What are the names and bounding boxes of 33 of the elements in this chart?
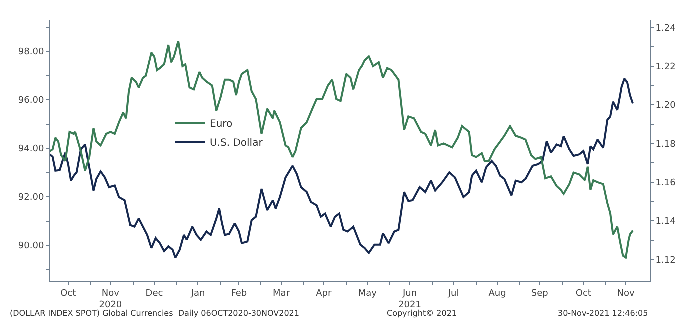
y-tick-label: 94.00 (18, 144, 44, 155)
x-tick-label: Jan (190, 288, 206, 299)
x-tick-label: Feb (231, 288, 248, 299)
y-tick-label: 96.00 (18, 96, 44, 106)
y-tick-label: 90.00 (18, 242, 44, 252)
x-tick-label: Oct (576, 288, 592, 299)
y2-tick-label: 1.18 (656, 140, 676, 150)
line-series (50, 40, 634, 259)
x-tick-label: Jun 2021 (398, 288, 422, 310)
x-tick-label: Nov 2020 (99, 288, 122, 310)
y-tick-label: 98.00 (18, 48, 44, 58)
legend-label: Euro (210, 119, 233, 130)
line-series (50, 78, 634, 259)
text: 30-Nov-2021 12:46:05 (558, 309, 648, 318)
y2-tick-label: 1.16 (656, 178, 676, 189)
y2-tick-label: 1.24 (656, 24, 676, 34)
text: (DOLLAR INDEX SPOT) Global Currencies Daily 06OCT2020-30NOV2021 (10, 309, 300, 318)
x-tick-label: Oct (60, 288, 77, 299)
text: Copyright© 2021 (387, 309, 457, 318)
y2-tick-label: 1.14 (656, 217, 676, 228)
x-tick-label: Sep (531, 288, 549, 299)
x-tick-label: Apr (316, 288, 332, 299)
y2-tick-label: 1.20 (656, 101, 676, 112)
legend-label: U.S. Dollar (210, 138, 264, 150)
x-tick-label: Mar (273, 288, 290, 299)
y-tick-label: 92.00 (18, 193, 44, 204)
y2-tick-label: 1.12 (656, 256, 676, 266)
x-tick-label: Jul (447, 288, 460, 299)
x-tick-label: Nov (617, 288, 636, 299)
x-tick-label: May (358, 288, 378, 299)
y2-tick-label: 1.22 (656, 62, 676, 73)
x-tick-label: Dec (146, 288, 164, 299)
x-tick-label: Aug (488, 288, 506, 299)
